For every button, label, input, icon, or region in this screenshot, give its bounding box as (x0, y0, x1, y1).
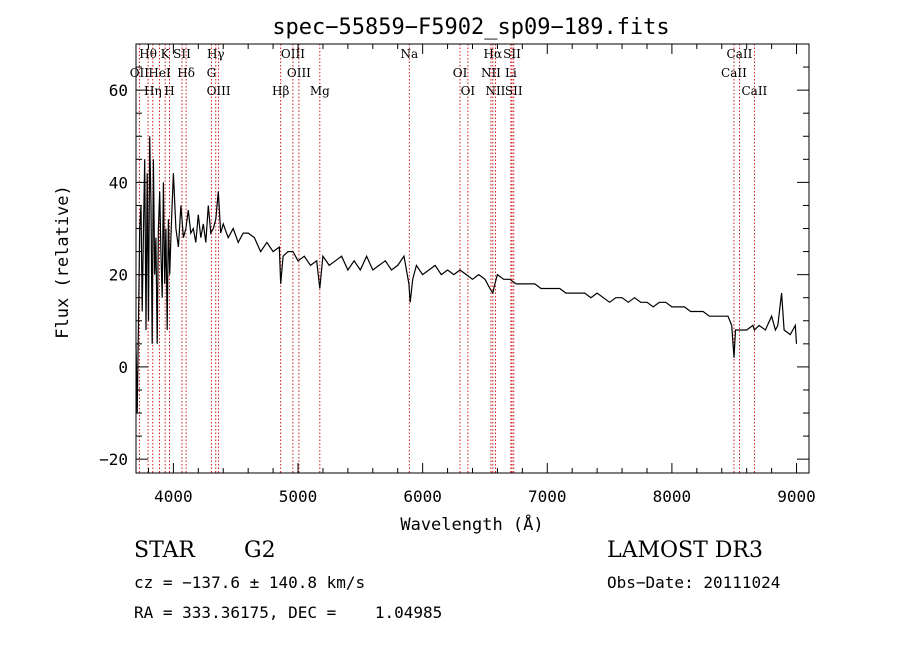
y-axis-label: Flux (relative) (53, 185, 73, 339)
line-marker-label: Na (400, 47, 418, 61)
line-marker-label: OIII (207, 84, 231, 98)
line-marker-label: NII (485, 84, 505, 98)
coordinates: RA = 333.36175, DEC = 1.04985 (134, 603, 443, 622)
line-marker-label: OI (453, 66, 468, 80)
line-marker-label: OII (130, 66, 150, 80)
survey-name: LAMOST DR3 (607, 538, 763, 563)
line-marker-label: Hα (484, 47, 503, 61)
line-marker-label: NII (481, 66, 501, 80)
x-tick-label: 8000 (653, 487, 692, 506)
line-marker-label: OIII (281, 47, 305, 61)
observation-date: Obs−Date: 20111024 (607, 573, 781, 592)
spectral-subclass: G2 (244, 538, 276, 563)
object-class: STAR (134, 538, 195, 563)
redshift-velocity: cz = −137.6 ± 140.8 km/s (134, 573, 366, 592)
line-marker-label: CaII (741, 84, 767, 98)
line-marker-label: Mg (310, 84, 330, 98)
axis-layer: 4000 5000 6000 7000 8000 9000 −20 0 20 40 60 (99, 43, 816, 506)
line-marker-label: HeI (148, 66, 171, 80)
line-marker-label: OIII (287, 66, 311, 80)
x-tick-label: 6000 (403, 487, 442, 506)
chart-title: spec−55859−F5902_sp09−189.fits (272, 15, 669, 40)
plot-frame (135, 43, 810, 474)
line-marker-layer (138, 44, 755, 473)
line-marker-label: Hδ (177, 66, 195, 80)
line-marker-label: Hβ (272, 84, 289, 98)
line-marker-label: SII (173, 47, 191, 61)
y-tick-label: 60 (109, 81, 128, 100)
line-marker-label: OI (461, 84, 476, 98)
y-tick-label: 40 (109, 173, 128, 192)
line-marker-label: H (164, 84, 174, 98)
line-marker-label: Hη (144, 84, 162, 98)
y-tick-label: 0 (118, 358, 128, 377)
line-marker-label: SII (505, 84, 523, 98)
x-axis-label: Wavelength (Å) (400, 513, 543, 535)
line-marker-label: CaII (727, 47, 753, 61)
x-tick-label: 7000 (528, 487, 567, 506)
line-marker-label: Hγ (207, 47, 225, 61)
line-marker-label: Hθ (139, 47, 157, 61)
y-tick-label: 20 (109, 266, 128, 285)
line-marker-label: CaII (721, 66, 747, 80)
line-marker-label: K (161, 47, 171, 61)
x-tick-label: 9000 (777, 487, 816, 506)
x-tick-label: 5000 (279, 487, 318, 506)
line-marker-label: Li (505, 66, 517, 80)
y-tick-label: −20 (99, 450, 128, 469)
x-tick-label: 4000 (154, 487, 193, 506)
spectrum-line (135, 136, 798, 414)
line-marker-label: G (207, 66, 217, 80)
line-marker-label: SII (503, 47, 521, 61)
line-label-layer: Hθ OII Hη K HeI H SII Hδ OIII Hγ G Hβ OIII OIII Mg Na OI… (130, 47, 768, 98)
